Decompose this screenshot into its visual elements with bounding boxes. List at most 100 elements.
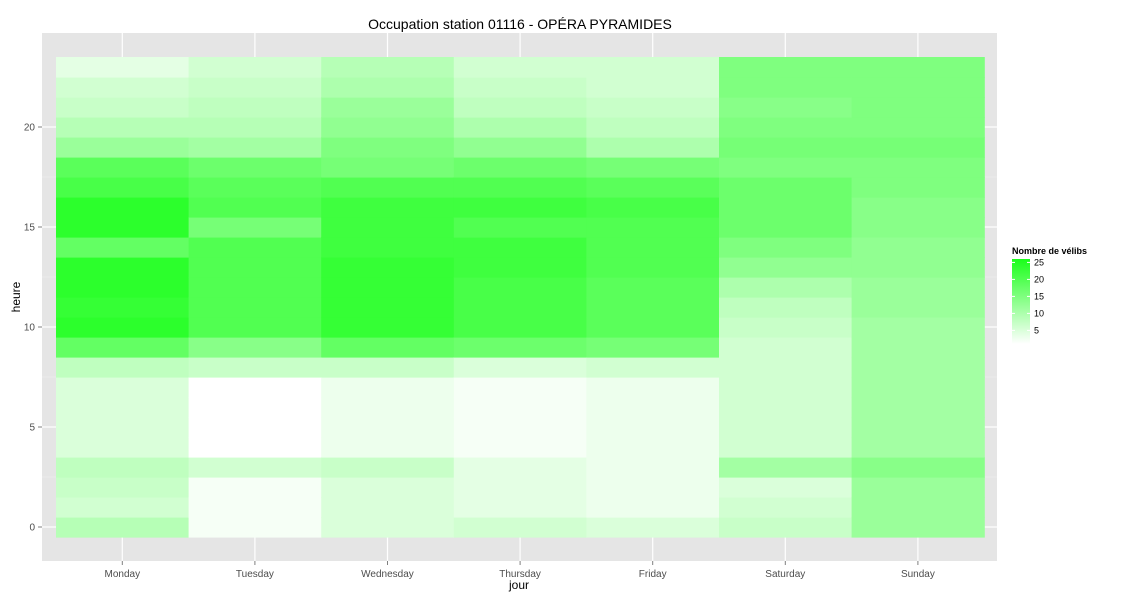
heatmap-cell: [321, 77, 455, 98]
heatmap-cell: [851, 417, 985, 438]
heatmap-cell: [56, 137, 190, 158]
heatmap-cell: [453, 457, 587, 478]
heatmap-cell: [719, 357, 853, 378]
heatmap-cell: [719, 97, 853, 118]
heatmap-cell: [719, 257, 853, 278]
heatmap-cell: [56, 397, 190, 418]
heatmap-cell: [56, 317, 190, 338]
legend-title: Nombre de vélibs: [1012, 246, 1087, 256]
legend: Nombre de vélibs 5 10 15 20 25: [1012, 246, 1087, 344]
heatmap-cell: [586, 97, 720, 118]
heatmap-cell: [56, 277, 190, 298]
x-tick-label: Wednesday: [361, 569, 414, 580]
heatmap-cell: [56, 257, 190, 278]
heatmap-cell: [321, 237, 455, 258]
heatmap-cell: [188, 317, 322, 338]
heatmap-cell: [719, 217, 853, 238]
heatmap-cell: [586, 437, 720, 458]
y-axis: 0 5 10 15 20: [24, 123, 42, 534]
heatmap-cell: [453, 97, 587, 118]
heatmap-cell: [719, 477, 853, 498]
heatmap-cell: [453, 157, 587, 178]
heatmap-cell: [188, 517, 322, 538]
heatmap-cell: [851, 357, 985, 378]
heatmap-cell: [851, 117, 985, 138]
x-tick-label: Saturday: [765, 569, 805, 580]
heatmap-cell: [321, 317, 455, 338]
heatmap-cell: [188, 97, 322, 118]
heatmap-cell: [851, 517, 985, 538]
heatmap-cell: [188, 377, 322, 398]
heatmap-cell: [851, 57, 985, 78]
heatmap-cell: [56, 77, 190, 98]
heatmap-cell: [719, 437, 853, 458]
heatmap-cell: [188, 297, 322, 318]
heatmap-cell: [453, 77, 587, 98]
heatmap-cell: [719, 457, 853, 478]
heatmap-cell: [56, 437, 190, 458]
y-tick-label: 10: [24, 323, 36, 334]
heatmap-cell: [188, 77, 322, 98]
x-tick-label: Sunday: [901, 569, 935, 580]
heatmap-cell: [851, 177, 985, 198]
heatmap-cell: [586, 517, 720, 538]
heatmap-cell: [188, 217, 322, 238]
heatmap-cell: [453, 57, 587, 78]
heatmap-cell: [188, 357, 322, 378]
heatmap-cell: [586, 377, 720, 398]
heatmap-cell: [586, 237, 720, 258]
heatmap-cell: [719, 117, 853, 138]
heatmap-cell: [188, 157, 322, 178]
heatmap-cell: [56, 237, 190, 258]
heatmap-cell: [56, 477, 190, 498]
heatmap-cell: [586, 217, 720, 238]
heatmap-cell: [321, 517, 455, 538]
heatmap-cell: [851, 397, 985, 418]
legend-colorbar: [1012, 259, 1030, 344]
heatmap-cell: [586, 297, 720, 318]
heatmap-cell: [453, 397, 587, 418]
y-tick-label: 15: [24, 223, 36, 234]
heatmap-cell: [453, 477, 587, 498]
heatmap-cell: [321, 137, 455, 158]
heatmap-cell: [188, 397, 322, 418]
legend-tick-label: 25: [1034, 257, 1044, 267]
heatmap-cell: [321, 357, 455, 378]
heatmap-cell: [453, 137, 587, 158]
heatmap-cell: [453, 337, 587, 358]
heatmap-cell: [188, 117, 322, 138]
heatmap-cell: [453, 297, 587, 318]
heatmap-cell: [321, 257, 455, 278]
heatmap-cell: [56, 117, 190, 138]
heatmap-cell: [586, 177, 720, 198]
heatmap-cell: [586, 337, 720, 358]
heatmap-cell: [586, 277, 720, 298]
heatmap-tiles: [56, 57, 985, 538]
heatmap-cell: [188, 277, 322, 298]
heatmap-cell: [321, 177, 455, 198]
heatmap-cell: [851, 197, 985, 218]
heatmap-cell: [851, 97, 985, 118]
heatmap-cell: [719, 317, 853, 338]
heatmap-cell: [56, 497, 190, 518]
x-axis: Monday Tuesday Wednesday Thursday Friday Satu…: [105, 561, 935, 580]
heatmap-cell: [453, 377, 587, 398]
heatmap-cell: [188, 197, 322, 218]
heatmap-cell: [321, 417, 455, 438]
heatmap-cell: [321, 457, 455, 478]
heatmap-cell: [851, 317, 985, 338]
heatmap-cell: [851, 477, 985, 498]
heatmap-cell: [56, 157, 190, 178]
heatmap-cell: [321, 497, 455, 518]
heatmap-cell: [851, 157, 985, 178]
heatmap-cell: [586, 197, 720, 218]
legend-tick-label: 20: [1034, 274, 1044, 284]
heatmap-cell: [453, 357, 587, 378]
heatmap-cell: [321, 117, 455, 138]
heatmap-cell: [453, 437, 587, 458]
heatmap-cell: [453, 277, 587, 298]
heatmap-cell: [453, 497, 587, 518]
x-tick-label: Monday: [105, 569, 141, 580]
heatmap-cell: [851, 237, 985, 258]
